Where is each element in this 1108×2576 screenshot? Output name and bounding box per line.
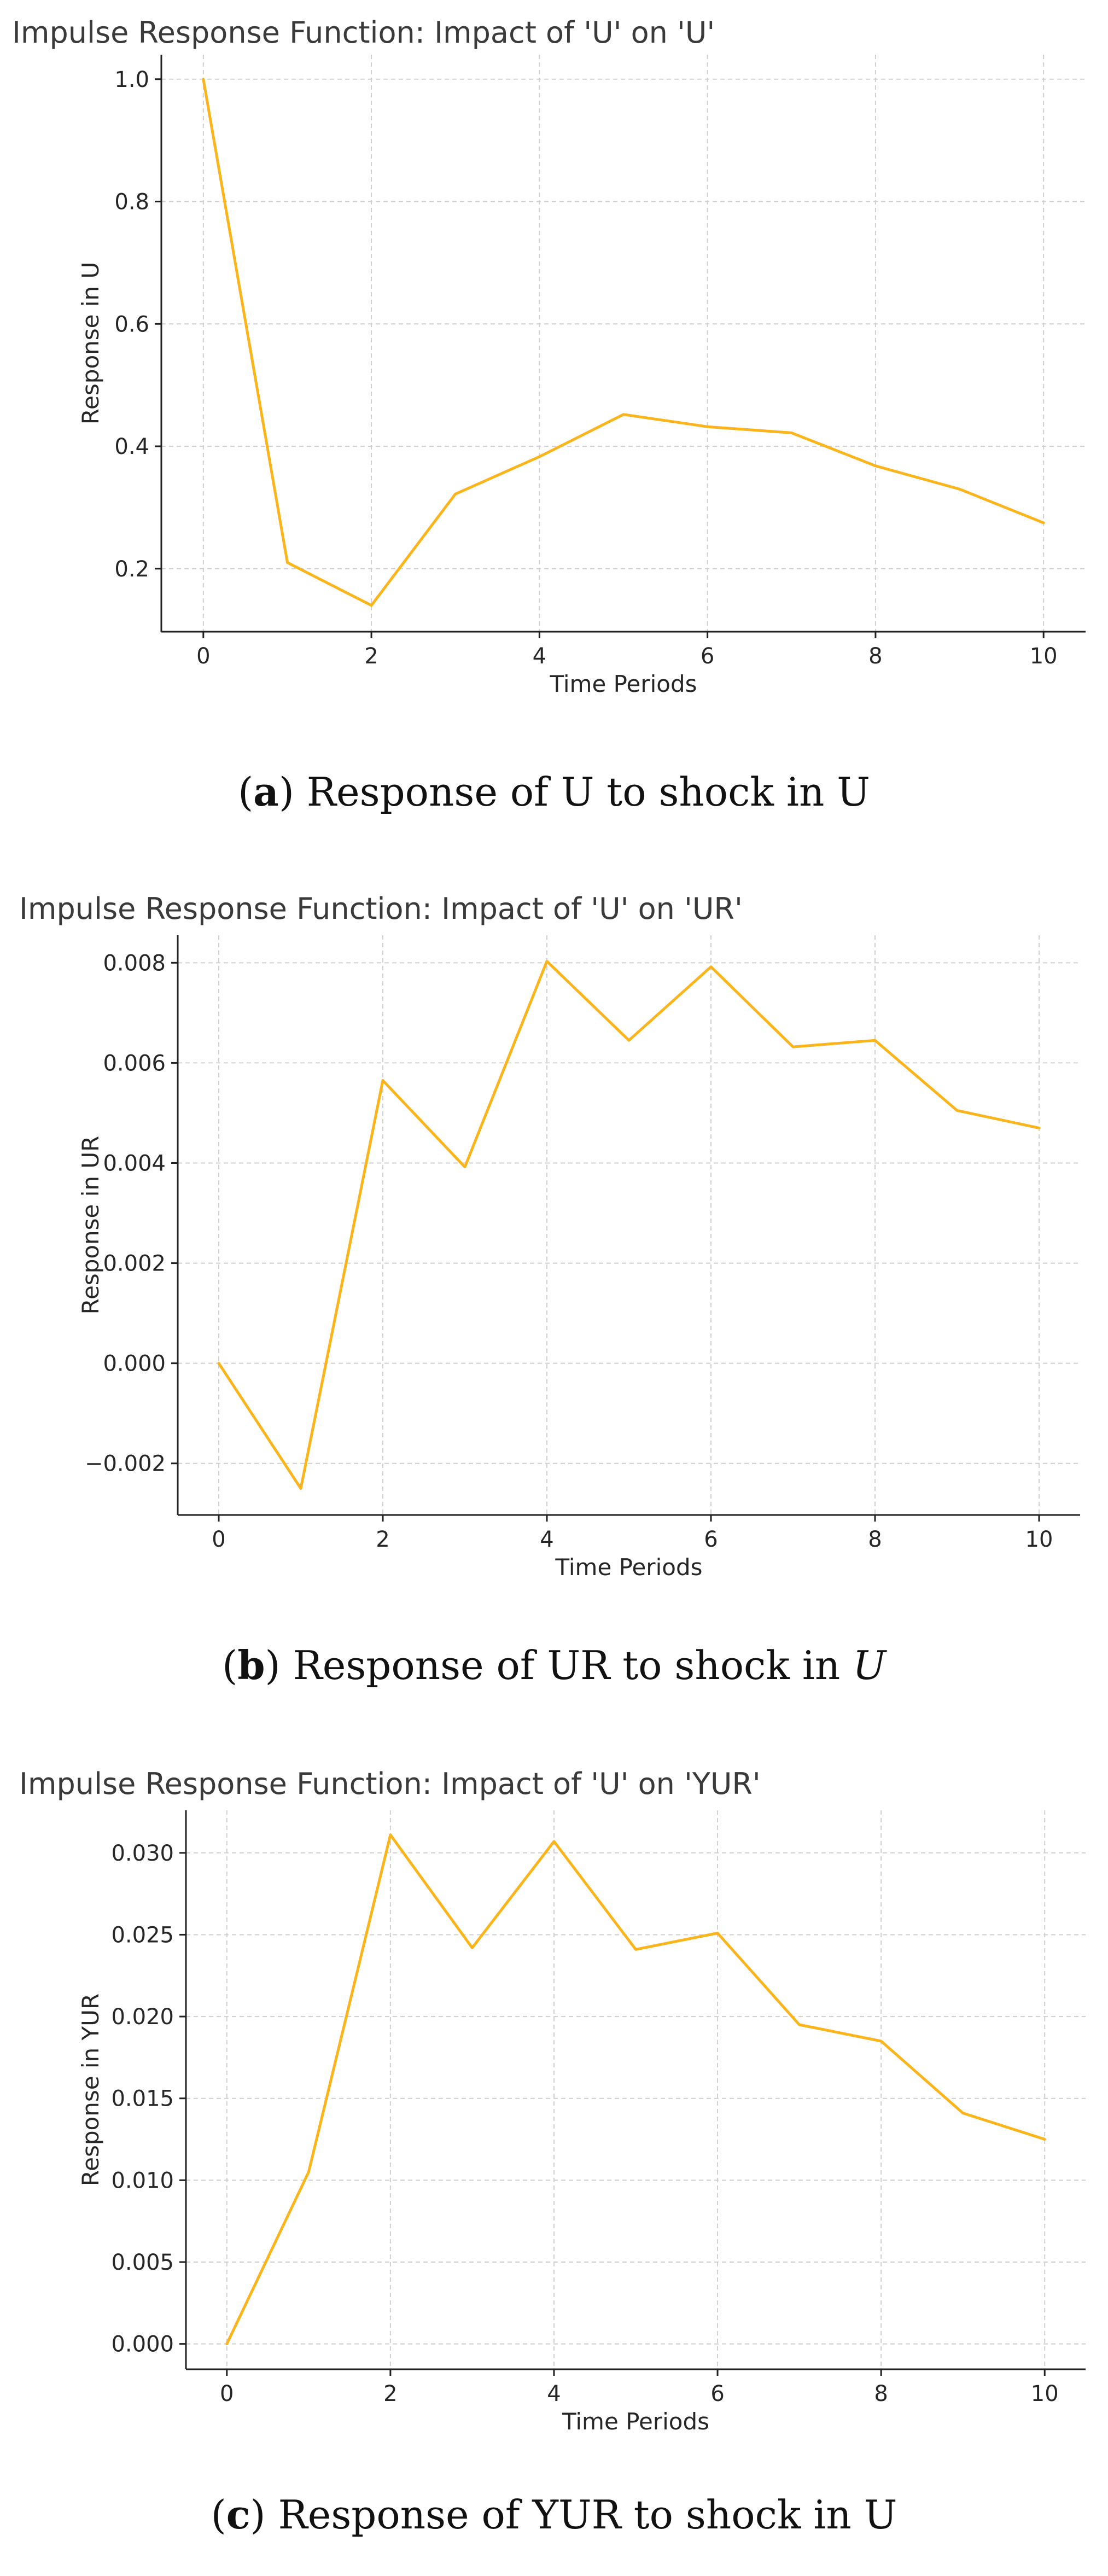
chart-title: Impulse Response Function: Impact of 'U'… [12, 15, 715, 50]
y-tick-label: 0.005 [111, 2250, 174, 2275]
x-axis-label: Time Periods [555, 1554, 703, 1581]
y-tick-label: 0.015 [111, 2087, 174, 2112]
x-tick-label: 10 [1025, 1527, 1053, 1552]
caption-letter: b [237, 1642, 265, 1688]
data-point [1043, 2138, 1046, 2141]
y-tick-label: −0.002 [85, 1452, 166, 1477]
y-tick-label: 0.000 [103, 1351, 166, 1377]
x-tick-label: 8 [868, 1527, 882, 1552]
x-tick-label: 4 [533, 644, 546, 669]
chart-panel-c: Impulse Response Function: Impact of 'U'… [0, 1750, 1108, 2538]
data-point [955, 1109, 959, 1112]
data-point [538, 455, 541, 458]
caption-c: (c) Response of YUR to shock in U [211, 2491, 897, 2538]
series-line [225, 1833, 1046, 2346]
x-tick-label: 6 [710, 2381, 724, 2406]
data-point [716, 1931, 719, 1934]
caption-b: (b) Response of UR to shock in U [222, 1642, 886, 1688]
x-tick-label: 2 [383, 2381, 397, 2406]
y-axis-label: Response in UR [77, 1136, 104, 1315]
y-tick-label: 0.8 [114, 190, 149, 215]
data-point [958, 487, 961, 491]
y-tick-label: 0.025 [111, 1922, 174, 1948]
data-point [454, 492, 457, 496]
y-tick-label: 1.0 [114, 67, 149, 92]
x-tick-label: 0 [196, 644, 210, 669]
data-point [1037, 1126, 1041, 1129]
y-axis-label: Response in YUR [77, 1994, 104, 2186]
x-tick-label: 6 [701, 644, 714, 669]
x-tick-label: 0 [212, 1527, 225, 1552]
data-point [552, 1840, 556, 1843]
chart-title: Impulse Response Function: Impact of 'U'… [19, 1767, 761, 1801]
y-tick-label: 0.6 [114, 312, 149, 337]
chart-c: Impulse Response Function: Impact of 'U'… [19, 1767, 1086, 2435]
x-tick-label: 4 [547, 2381, 561, 2406]
data-point [285, 561, 289, 564]
data-point [874, 464, 877, 468]
x-axis-label: Time Periods [550, 671, 697, 697]
data-point [791, 1045, 795, 1048]
y-tick-label: 0.030 [111, 1841, 174, 1866]
data-point [545, 960, 549, 963]
y-tick-label: 0.020 [111, 2004, 174, 2030]
chart-a: Impulse Response Function: Impact of 'U'… [12, 15, 1086, 697]
x-axis-label: Time Periods [562, 2408, 709, 2435]
y-tick-label: 0.006 [103, 1051, 166, 1076]
y-tick-label: 0.008 [103, 951, 166, 976]
y-axis-label: Response in U [77, 262, 104, 424]
series-line [217, 960, 1041, 1490]
x-tick-label: 4 [540, 1527, 553, 1552]
data-point [961, 2112, 965, 2115]
caption-a: (a) Response of U to shock in U [238, 768, 870, 815]
chart-panel-a: Impulse Response Function: Impact of 'U'… [0, 0, 1108, 815]
data-point [706, 425, 709, 428]
x-tick-label: 0 [220, 2381, 234, 2406]
data-point [370, 604, 373, 607]
data-point [627, 1039, 631, 1042]
y-tick-label: 0.010 [111, 2168, 174, 2193]
x-tick-label: 2 [376, 1527, 389, 1552]
data-point [790, 431, 793, 434]
data-point [307, 2170, 310, 2173]
x-tick-label: 10 [1030, 644, 1058, 669]
x-tick-label: 2 [364, 644, 378, 669]
chart-panel-b: Impulse Response Function: Impact of 'U'… [0, 875, 1108, 1688]
data-point [798, 2023, 801, 2026]
data-point [634, 1948, 638, 1951]
data-point [463, 1165, 466, 1169]
data-point [202, 78, 205, 81]
x-tick-label: 8 [868, 644, 882, 669]
x-tick-label: 8 [874, 2381, 888, 2406]
y-tick-label: 0.4 [114, 434, 149, 459]
data-point [389, 1833, 392, 1837]
data-point [225, 2342, 229, 2346]
data-point [299, 1487, 302, 1490]
x-tick-label: 10 [1031, 2381, 1059, 2406]
chart-title: Impulse Response Function: Impact of 'U'… [19, 891, 743, 926]
series-line [202, 78, 1045, 607]
x-tick-label: 6 [704, 1527, 718, 1552]
y-tick-label: 0.000 [111, 2332, 174, 2357]
y-tick-label: 0.002 [103, 1251, 166, 1277]
caption-letter: a [253, 768, 279, 815]
data-point [622, 413, 625, 416]
data-point [470, 1946, 474, 1949]
data-point [709, 965, 713, 969]
caption-letter: c [226, 2491, 250, 2538]
data-point [217, 1362, 220, 1365]
data-point [873, 1039, 877, 1042]
y-tick-label: 0.004 [103, 1151, 166, 1176]
chart-b: Impulse Response Function: Impact of 'U'… [19, 891, 1080, 1581]
data-point [879, 2039, 883, 2043]
y-tick-label: 0.2 [114, 557, 149, 582]
data-point [1042, 521, 1045, 524]
data-point [381, 1079, 384, 1082]
